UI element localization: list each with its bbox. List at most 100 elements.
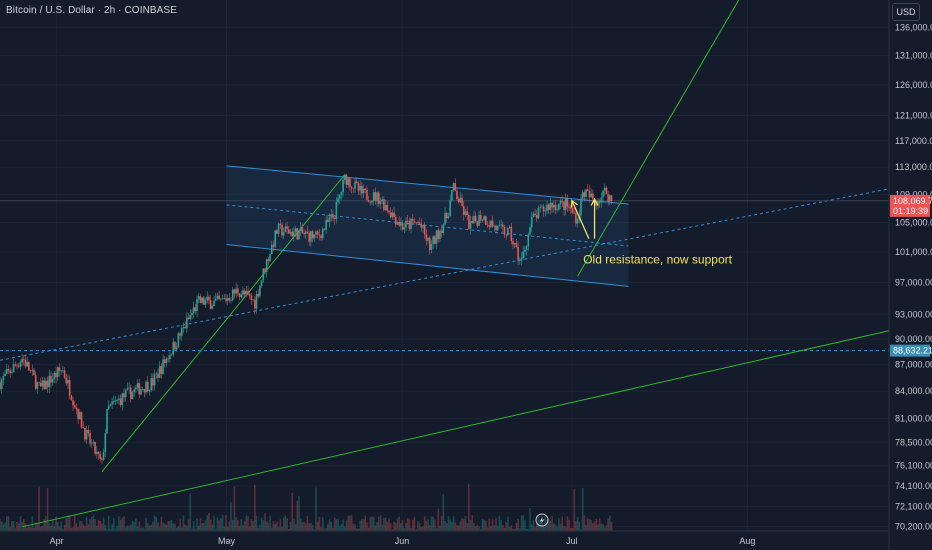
- volume-bar: [338, 526, 341, 531]
- y-tick-label: 113,000.00: [895, 162, 932, 172]
- volume-bar: [454, 522, 457, 531]
- candle-body: [546, 204, 548, 211]
- volume-bar: [500, 520, 502, 531]
- volume-bar: [158, 526, 161, 531]
- candle-body: [609, 195, 611, 202]
- volume-bar: [379, 515, 382, 531]
- candle-body: [519, 260, 521, 261]
- annotation-arrowhead: [590, 197, 599, 206]
- volume-bar: [374, 525, 377, 531]
- candle-body: [231, 289, 234, 301]
- candle-body: [148, 390, 151, 392]
- candle-body: [410, 218, 412, 229]
- volume-bar: [121, 517, 124, 531]
- candle-body: [184, 326, 186, 329]
- volume-bar: [468, 483, 470, 531]
- candle-body: [571, 207, 574, 214]
- volume-bar: [101, 523, 103, 531]
- volume-bar: [527, 528, 530, 531]
- volume-bar: [9, 526, 11, 531]
- volume-bar: [558, 518, 560, 531]
- volume-bar: [230, 502, 232, 531]
- candle-body: [124, 390, 127, 398]
- volume-bar: [559, 523, 562, 531]
- volume-bar: [262, 520, 265, 531]
- candle-body: [345, 174, 348, 185]
- candle-body: [496, 225, 499, 231]
- volume-bar: [299, 518, 302, 531]
- volume-bar: [491, 519, 494, 531]
- volume-bar: [146, 523, 149, 531]
- volume-bar: [73, 515, 76, 531]
- candle-body: [242, 290, 244, 295]
- volume-bar: [254, 484, 256, 531]
- volume-bar: [174, 523, 176, 531]
- volume-bar: [106, 528, 108, 531]
- volume-bar: [610, 522, 613, 531]
- candle-body: [270, 244, 273, 255]
- candle-body: [440, 230, 443, 233]
- candle-body: [259, 285, 261, 297]
- candle-body: [170, 354, 173, 356]
- candle-body: [393, 212, 395, 218]
- volume-bar: [19, 516, 22, 531]
- candle-body: [439, 230, 441, 240]
- volume-bar: [554, 524, 557, 531]
- volume-bar: [335, 519, 338, 531]
- symbol-title[interactable]: Bitcoin / U.S. Dollar · 2h · COINBASE: [6, 5, 177, 16]
- candle-body: [72, 400, 74, 406]
- volume-bar: [597, 524, 599, 531]
- volume-bar: [87, 524, 90, 531]
- volume-bar: [77, 526, 79, 531]
- volume-bar: [228, 521, 231, 531]
- volume-bar: [223, 526, 226, 531]
- volume-bar: [347, 515, 350, 531]
- candle-body: [490, 220, 492, 227]
- replay-icon[interactable]: [535, 513, 549, 527]
- volume-bar: [308, 523, 310, 531]
- candle-body: [248, 294, 251, 296]
- volume-bar: [130, 524, 132, 531]
- candle-body: [223, 298, 226, 299]
- candle-body: [400, 223, 402, 226]
- volume-bar: [41, 525, 44, 531]
- volume-bar: [113, 518, 115, 531]
- volume-bar: [493, 525, 496, 531]
- candle-body: [77, 409, 79, 420]
- candle-body: [165, 358, 168, 364]
- candle-body: [34, 375, 37, 389]
- time-axis[interactable]: Apr May Jun Jul Aug: [50, 536, 756, 546]
- candle-body: [260, 280, 263, 286]
- candle-body: [449, 200, 451, 217]
- volume-bar: [184, 524, 186, 531]
- candle-body: [478, 214, 480, 226]
- candle-body: [452, 183, 455, 190]
- candle-body: [29, 370, 32, 372]
- y-tick-label: 93,000.00: [895, 309, 932, 319]
- candle-body: [529, 227, 531, 235]
- volume-bar: [136, 526, 139, 531]
- price-axis[interactable]: 136,000.00 131,000.00 126,000.00 121,000.00…: [895, 22, 932, 531]
- currency-selector[interactable]: USD: [892, 3, 920, 21]
- candle-body: [454, 183, 457, 191]
- annotation-text: Old resistance, now support: [583, 252, 732, 266]
- volume-bar: [544, 517, 547, 531]
- candle-body: [92, 441, 95, 444]
- volume-bar: [607, 518, 609, 531]
- candle-body: [36, 382, 39, 389]
- volume-bar: [85, 517, 88, 531]
- volume-bar: [609, 515, 611, 531]
- volume-bar: [464, 515, 467, 531]
- volume-bar: [549, 521, 552, 531]
- volume-bar: [84, 525, 86, 531]
- candle-body: [177, 333, 180, 347]
- volume-bar: [119, 519, 122, 531]
- volume-bar: [355, 528, 358, 531]
- candle-body: [355, 181, 358, 184]
- candle-body: [364, 188, 367, 191]
- candle-body: [389, 212, 392, 218]
- countdown-label: 01:19:39: [893, 206, 928, 216]
- candle-body: [94, 441, 96, 454]
